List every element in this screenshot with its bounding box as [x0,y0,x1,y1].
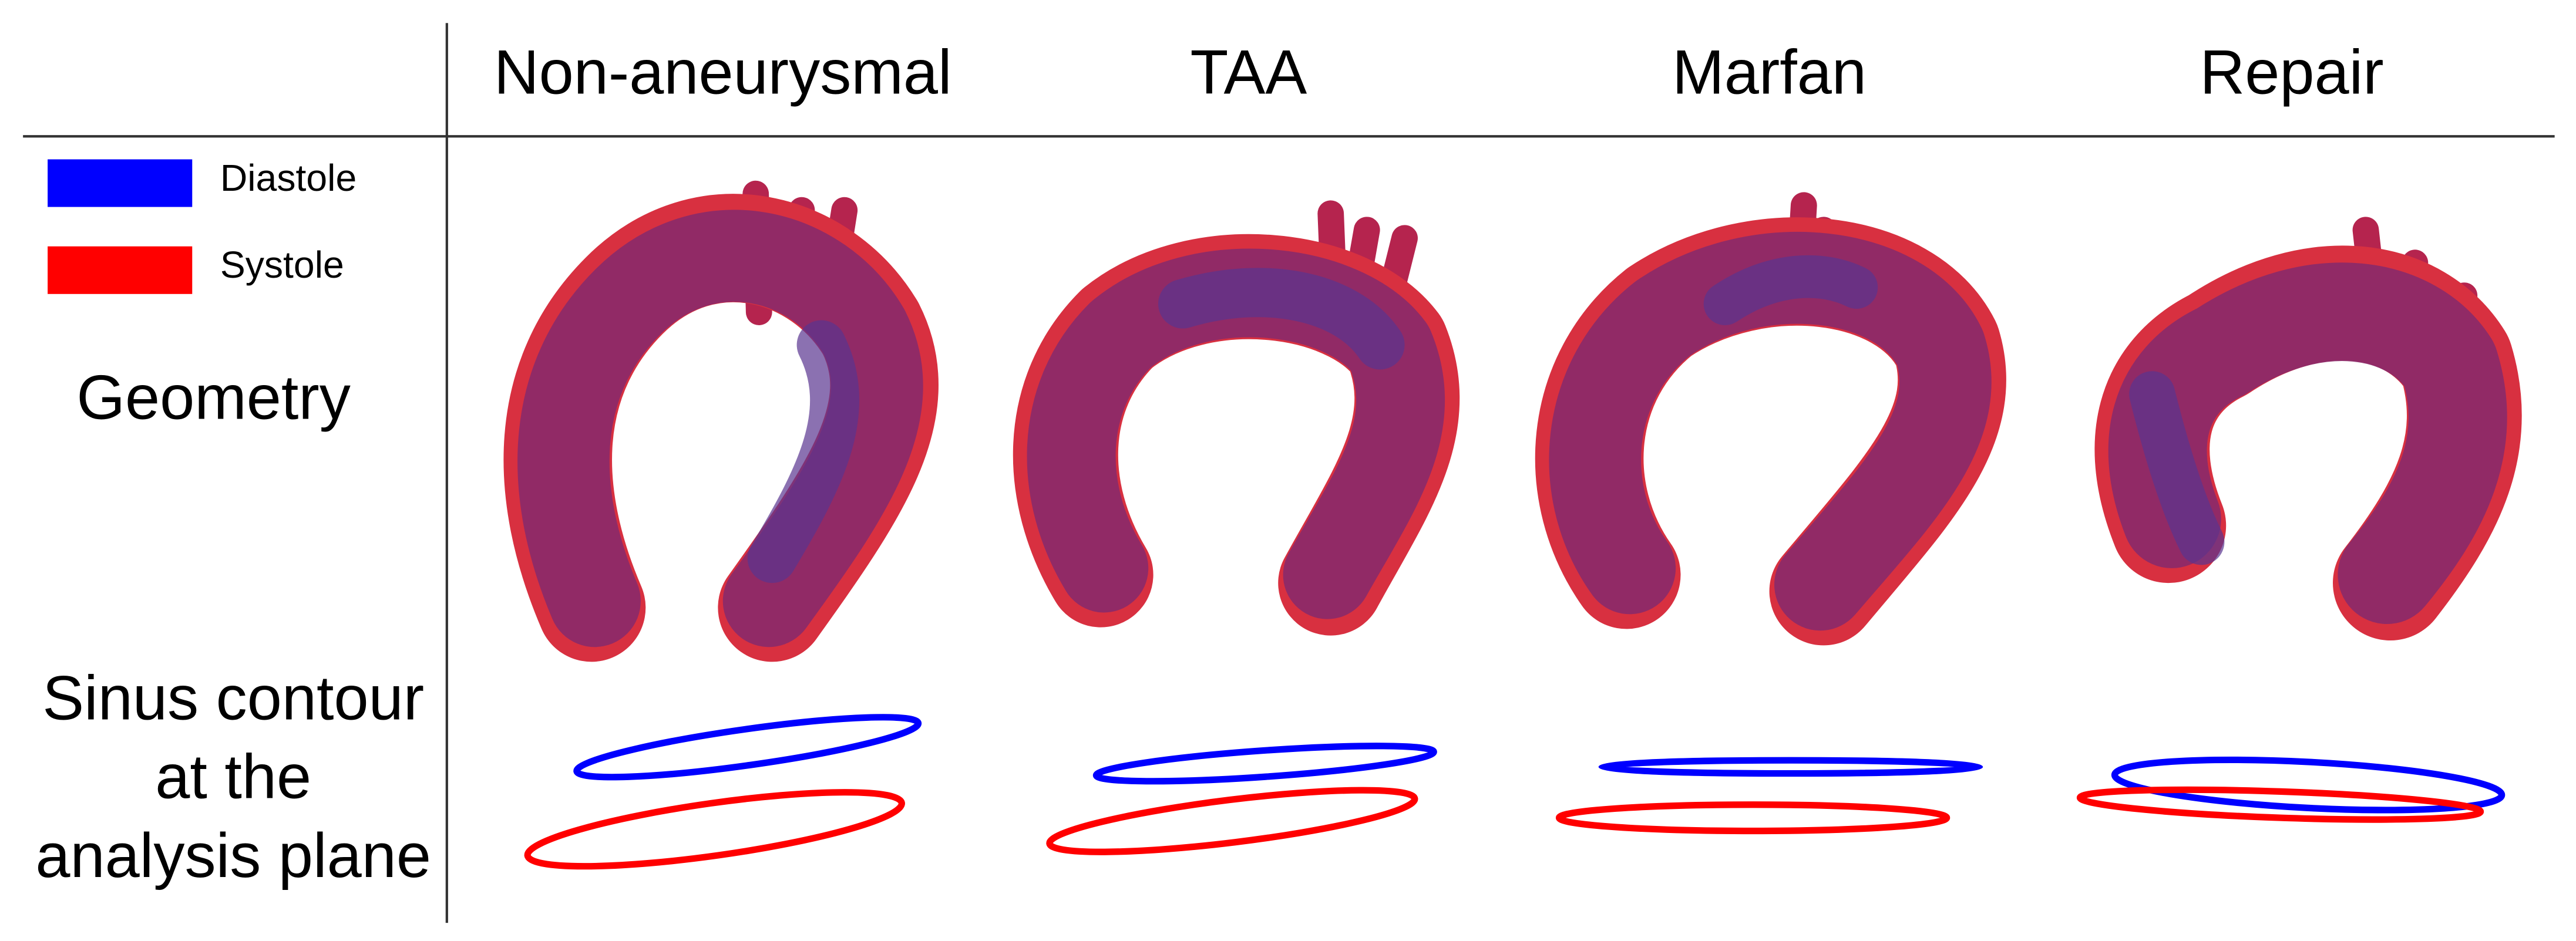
contour-systole [1046,787,1418,855]
contour-systole [2076,786,2484,823]
contour-diastole [1092,743,1437,785]
aorta-geometries [503,180,2522,662]
row-label: at the [155,742,311,812]
column-header: Non-aneurysmal [494,38,952,107]
aorta-taa [1013,200,1460,636]
legend-label: Diastole [220,157,357,199]
row-label: Geometry [76,362,351,432]
column-header: TAA [1190,38,1307,107]
sinus-contours [524,714,2506,870]
contour-diastole [573,714,922,781]
legend-swatch [48,246,193,294]
aorta-marfan [1535,192,2006,646]
legend-swatch [48,159,193,207]
row-label: analysis plane [35,821,431,891]
legend-label: Systole [220,244,344,286]
row-label: Sinus contour [42,663,424,733]
aorta-non-aneurysmal [503,180,939,662]
contour-systole [1555,801,1951,835]
column-header: Marfan [1672,38,1867,107]
contour-diastole [1598,757,1983,777]
contour-systole [524,789,905,870]
aorta-repair [2094,217,2522,641]
contour-diastole [2111,756,2506,814]
column-header: Repair [2200,38,2384,107]
